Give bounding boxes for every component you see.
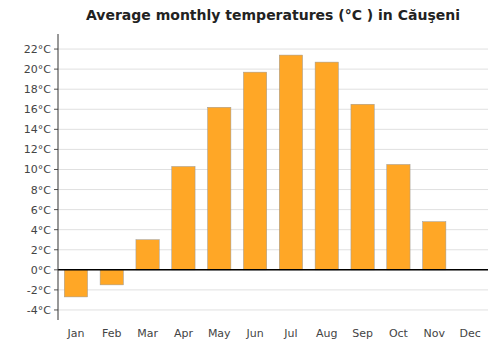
grid-line xyxy=(58,69,488,70)
grid-line xyxy=(58,129,488,130)
y-tick xyxy=(54,289,58,290)
y-tick xyxy=(54,229,58,230)
y-tick xyxy=(54,169,58,170)
x-tick-label: Aug xyxy=(316,327,337,340)
y-tick-label: 18°C xyxy=(24,83,51,96)
x-tick-label: Oct xyxy=(389,327,409,340)
y-tick-label: 8°C xyxy=(31,184,51,197)
y-tick xyxy=(54,269,58,270)
x-tick-label: Jan xyxy=(66,327,84,340)
y-tick-label: 16°C xyxy=(24,103,51,116)
y-tick xyxy=(54,129,58,130)
x-tick-label: Nov xyxy=(424,327,446,340)
grid-line xyxy=(58,189,488,190)
bar xyxy=(351,104,374,270)
bar xyxy=(64,270,87,297)
grid-line xyxy=(58,209,488,210)
y-tick-label: 2°C xyxy=(31,244,51,257)
grid-line xyxy=(58,309,488,310)
bar xyxy=(279,55,302,270)
y-tick-label: 10°C xyxy=(24,163,51,176)
bar xyxy=(315,62,338,270)
y-tick-label: 20°C xyxy=(24,63,51,76)
title: Average monthly temperatures (°C ) in Că… xyxy=(86,7,460,23)
bar xyxy=(243,72,266,270)
x-tick-label: Jun xyxy=(245,327,263,340)
y-ticks: -4°C -2°C 0°C 2°C 4°C 6°C 8°C 10°C 12°C 14°C 16°C 1… xyxy=(24,43,58,317)
x-tick-label: Jul xyxy=(283,327,297,340)
y-tick xyxy=(54,69,58,70)
y-tick xyxy=(54,109,58,110)
y-tick xyxy=(54,309,58,310)
x-tick-label: Apr xyxy=(174,327,194,340)
y-tick-label: -2°C xyxy=(27,284,51,297)
x-tick-label: Feb xyxy=(102,327,121,340)
y-tick-label: 6°C xyxy=(31,204,51,217)
y-tick-label: 14°C xyxy=(24,123,51,136)
grid-line xyxy=(58,269,488,270)
baseline xyxy=(58,269,488,271)
chart-container: Average monthly temperatures (°C ) in Că… xyxy=(0,0,500,350)
y-tick xyxy=(54,189,58,190)
bar xyxy=(387,164,410,269)
y-tick xyxy=(54,49,58,50)
grid-line xyxy=(58,49,488,50)
y-axis-line xyxy=(58,34,59,320)
y-tick-label: 0°C xyxy=(31,264,51,277)
y-tick xyxy=(54,149,58,150)
x-ticks: Jan Feb Mar Apr May Jun Jul Aug Sep Oct Nov Dec xyxy=(66,327,480,340)
bar xyxy=(423,222,446,270)
y-tick-label: 22°C xyxy=(24,43,51,56)
grid xyxy=(58,49,488,310)
grid-line xyxy=(58,169,488,170)
x-tick-label: May xyxy=(208,327,231,340)
grid-line xyxy=(58,149,488,150)
y-tick-label: -4°C xyxy=(27,304,51,317)
y-tick xyxy=(54,209,58,210)
y-tick xyxy=(54,89,58,90)
bars xyxy=(64,55,446,297)
x-tick-label: Dec xyxy=(459,327,480,340)
x-tick-label: Sep xyxy=(352,327,373,340)
y-tick-label: 4°C xyxy=(31,224,51,237)
bar xyxy=(172,166,195,269)
chart: Average monthly temperatures (°C ) in Că… xyxy=(0,0,500,350)
bar xyxy=(136,240,159,270)
y-tick-label: 12°C xyxy=(24,143,51,156)
y-tick xyxy=(54,249,58,250)
bar xyxy=(208,107,231,270)
x-tick-label: Mar xyxy=(137,327,158,340)
bar xyxy=(100,270,123,285)
grid-line xyxy=(58,89,488,90)
grid-line xyxy=(58,109,488,110)
grid-line xyxy=(58,289,488,290)
